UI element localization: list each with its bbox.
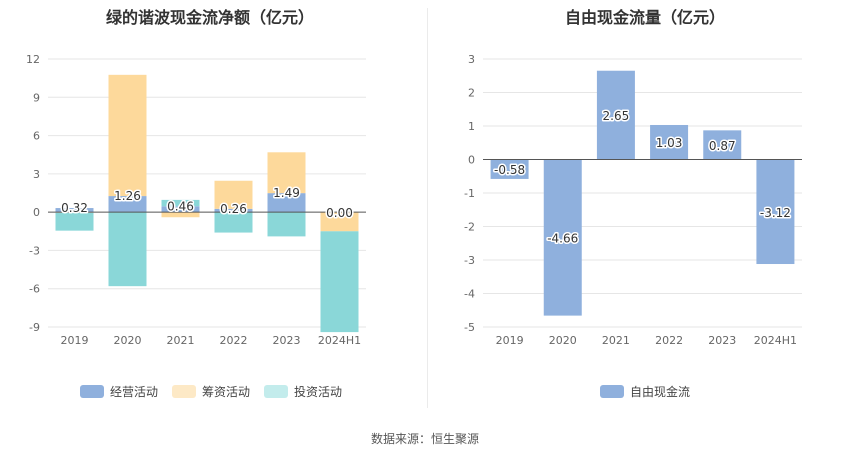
bar-2022 xyxy=(214,180,253,209)
bar-2023 xyxy=(703,130,742,160)
y-tick-label: -6 xyxy=(29,283,40,296)
x-tick-label: 2024H1 xyxy=(754,334,797,347)
data-label-2024H1: -3.12 xyxy=(760,206,791,220)
bar-2021 xyxy=(161,206,200,213)
legend-item-free-cashflow[interactable]: 自由现金流 xyxy=(600,383,690,400)
bar-2019 xyxy=(55,208,94,213)
x-tick-label: 2019 xyxy=(496,334,524,347)
bar-2019 xyxy=(55,212,94,231)
x-tick-label: 2021 xyxy=(167,334,195,347)
y-tick-label: 12 xyxy=(26,53,40,66)
x-tick-label: 2024H1 xyxy=(318,334,361,347)
legend-swatch-free-cashflow xyxy=(600,385,624,398)
x-tick-label: 2021 xyxy=(602,334,630,347)
bar-2023 xyxy=(267,193,306,213)
legend-swatch-investing xyxy=(264,385,289,398)
data-label-2020: 1.26 xyxy=(114,189,141,203)
y-tick-label: 9 xyxy=(33,91,40,104)
data-label-2022: 1.03 xyxy=(656,136,683,150)
y-tick-label: -3 xyxy=(464,254,475,267)
y-tick-label: 3 xyxy=(33,168,40,181)
data-label-2019: -0.58 xyxy=(494,163,525,177)
data-label-2024H1: 0.00 xyxy=(326,206,353,220)
bar-2020 xyxy=(108,74,147,197)
right-chart-title: 自由现金流量（亿元） xyxy=(564,8,725,27)
x-tick-label: 2020 xyxy=(114,334,142,347)
legend-label-financing: 筹资活动 xyxy=(202,385,251,399)
x-tick-label: 2019 xyxy=(61,334,89,347)
legend-label-free-cashflow: 自由现金流 xyxy=(630,385,691,399)
legend-label-operating: 经营活动 xyxy=(110,385,159,399)
y-tick-label: 3 xyxy=(468,53,475,66)
bar-2020 xyxy=(108,196,147,213)
data-label-2019: 0.32 xyxy=(61,201,88,215)
y-tick-label: -9 xyxy=(29,321,40,334)
data-label-2023: 0.87 xyxy=(709,139,736,153)
bar-2020 xyxy=(108,212,147,287)
free-cashflow-chart: 3 2 1 0 -1 -2 -3 -4 -5 2019 2020 2021 2022 2023 2024H1… xyxy=(464,53,802,347)
bar-2019 xyxy=(490,159,529,179)
bar-2021 xyxy=(161,199,200,207)
x-tick-label: 2023 xyxy=(708,334,736,347)
bar-2022 xyxy=(214,208,253,213)
y-tick-label: 2 xyxy=(468,87,475,100)
y-tick-label: 1 xyxy=(468,120,475,133)
bar-2024H1 xyxy=(756,159,795,265)
bar-2022 xyxy=(650,124,689,160)
legend-swatch-financing xyxy=(172,385,197,398)
bar-2021 xyxy=(161,212,200,218)
legend-item-investing[interactable]: 投资活动 xyxy=(264,383,342,400)
x-tick-label: 2020 xyxy=(549,334,577,347)
bar-2023 xyxy=(267,212,306,237)
right-legend: 自由现金流 xyxy=(600,383,704,400)
y-tick-label: 6 xyxy=(33,130,40,143)
x-tick-label: 2022 xyxy=(220,334,248,347)
bar-2024H1 xyxy=(320,231,359,333)
legend-item-operating[interactable]: 经营活动 xyxy=(80,383,158,400)
y-tick-label: 0 xyxy=(468,154,475,167)
chart-divider xyxy=(427,8,428,408)
y-tick-label: -4 xyxy=(464,288,475,301)
bar-2023 xyxy=(267,152,306,194)
legend-label-investing: 投资活动 xyxy=(294,385,343,399)
y-tick-label: -3 xyxy=(29,244,40,257)
y-tick-label: -2 xyxy=(464,221,475,234)
data-label-2023: 1.49 xyxy=(273,186,300,200)
data-label-2020: -4.66 xyxy=(547,232,578,246)
bar-2020 xyxy=(543,159,582,316)
data-label-2022: 0.26 xyxy=(220,202,247,216)
bar-2022 xyxy=(214,212,253,233)
legend-swatch-operating xyxy=(80,385,104,398)
left-chart-title: 绿的谐波现金流净额（亿元） xyxy=(105,8,314,27)
y-tick-label: 0 xyxy=(33,206,40,219)
data-source: 数据来源：恒生聚源 xyxy=(370,432,479,446)
legend-item-financing[interactable]: 筹资活动 xyxy=(172,383,250,400)
left-legend: 经营活动 筹资活动 投资活动 xyxy=(80,383,356,400)
x-tick-label: 2022 xyxy=(655,334,683,347)
x-tick-label: 2023 xyxy=(273,334,301,347)
y-tick-label: -1 xyxy=(464,187,475,200)
data-label-2021: 2.65 xyxy=(603,109,630,123)
y-tick-label: -5 xyxy=(464,321,475,334)
data-label-2021: 0.46 xyxy=(167,199,194,213)
bar-2024H1 xyxy=(320,212,359,232)
bar-2021 xyxy=(596,70,635,160)
cashflow-net-chart: 12 9 6 3 0 -3 -6 -9 2019 2020 2021 2022 2023 2024H1 0.… xyxy=(26,53,366,347)
